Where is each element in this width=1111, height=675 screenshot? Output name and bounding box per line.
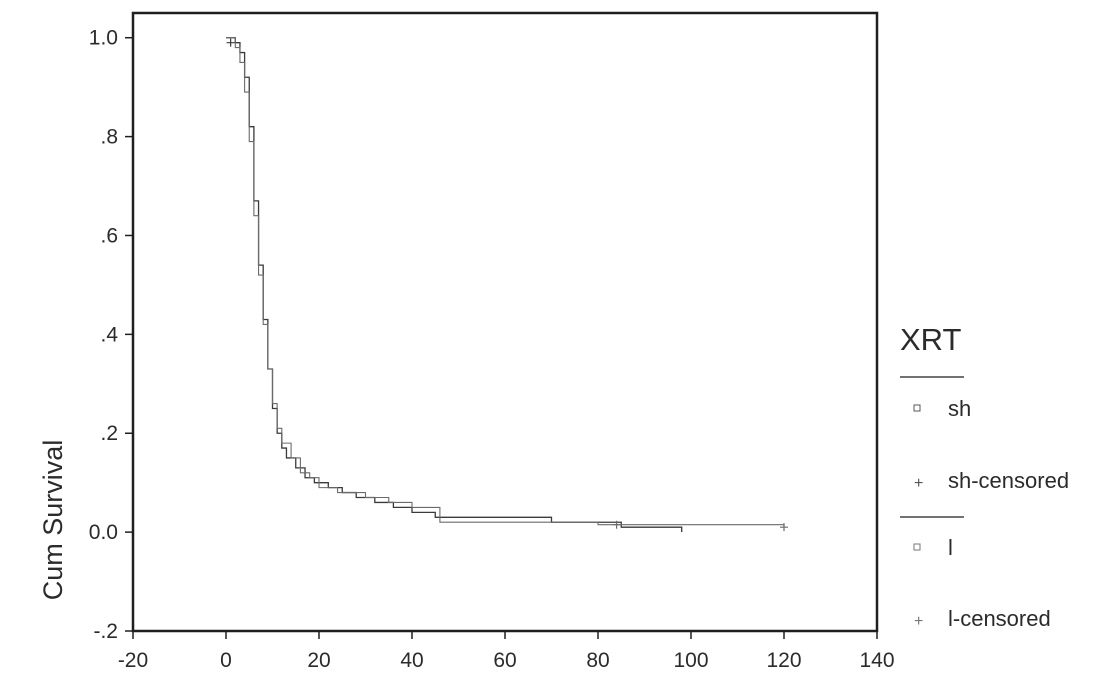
- legend-marker-l: [913, 543, 921, 551]
- censor-mark-sh: [226, 38, 235, 47]
- x-tick-label: 20: [307, 649, 330, 672]
- x-tick-label: 100: [673, 649, 708, 672]
- x-tick-label: -20: [118, 649, 148, 672]
- censor-marks: [226, 38, 788, 532]
- y-tick-label: .6: [100, 224, 118, 247]
- y-tick-label: 0.0: [89, 521, 118, 544]
- y-axis-title: Cum Survival: [38, 440, 68, 601]
- x-axis-ticks: -20 0 20 40 60 80 100 120 140: [118, 631, 895, 672]
- legend-marker-l-censored: +: [914, 613, 923, 630]
- x-tick-label: 60: [493, 649, 516, 672]
- legend: XRT sh + sh-censored l + l-censored: [900, 322, 1069, 631]
- legend-label-l-censored: l-censored: [948, 606, 1051, 631]
- y-tick-label: .2: [100, 422, 118, 445]
- x-tick-label: 0: [220, 649, 232, 672]
- y-tick-label: 1.0: [89, 27, 118, 50]
- y-tick-label: .4: [100, 323, 118, 346]
- censor-mark-l: [612, 520, 621, 529]
- legend-marker-sh: [913, 404, 921, 412]
- series-line-sh: [226, 37, 683, 533]
- series-layer: [226, 37, 785, 533]
- legend-title: XRT: [900, 322, 962, 357]
- y-tick-label: -.2: [93, 620, 118, 643]
- y-axis-ticks: 1.0 .8 .6 .4 .2 0.0 -.2: [89, 27, 133, 643]
- legend-label-sh-censored: sh-censored: [948, 468, 1069, 493]
- x-tick-label: 120: [766, 649, 801, 672]
- legend-label-sh: sh: [948, 396, 971, 421]
- legend-marker-sh-censored: +: [914, 475, 923, 492]
- x-tick-label: 140: [859, 649, 894, 672]
- series-line-l: [226, 37, 785, 528]
- legend-label-l: l: [948, 535, 953, 560]
- plot-frame: [131, 11, 879, 633]
- x-tick-label: 80: [586, 649, 609, 672]
- y-tick-label: .8: [100, 126, 118, 149]
- censor-mark-l: [780, 523, 788, 532]
- x-tick-label: 40: [400, 649, 423, 672]
